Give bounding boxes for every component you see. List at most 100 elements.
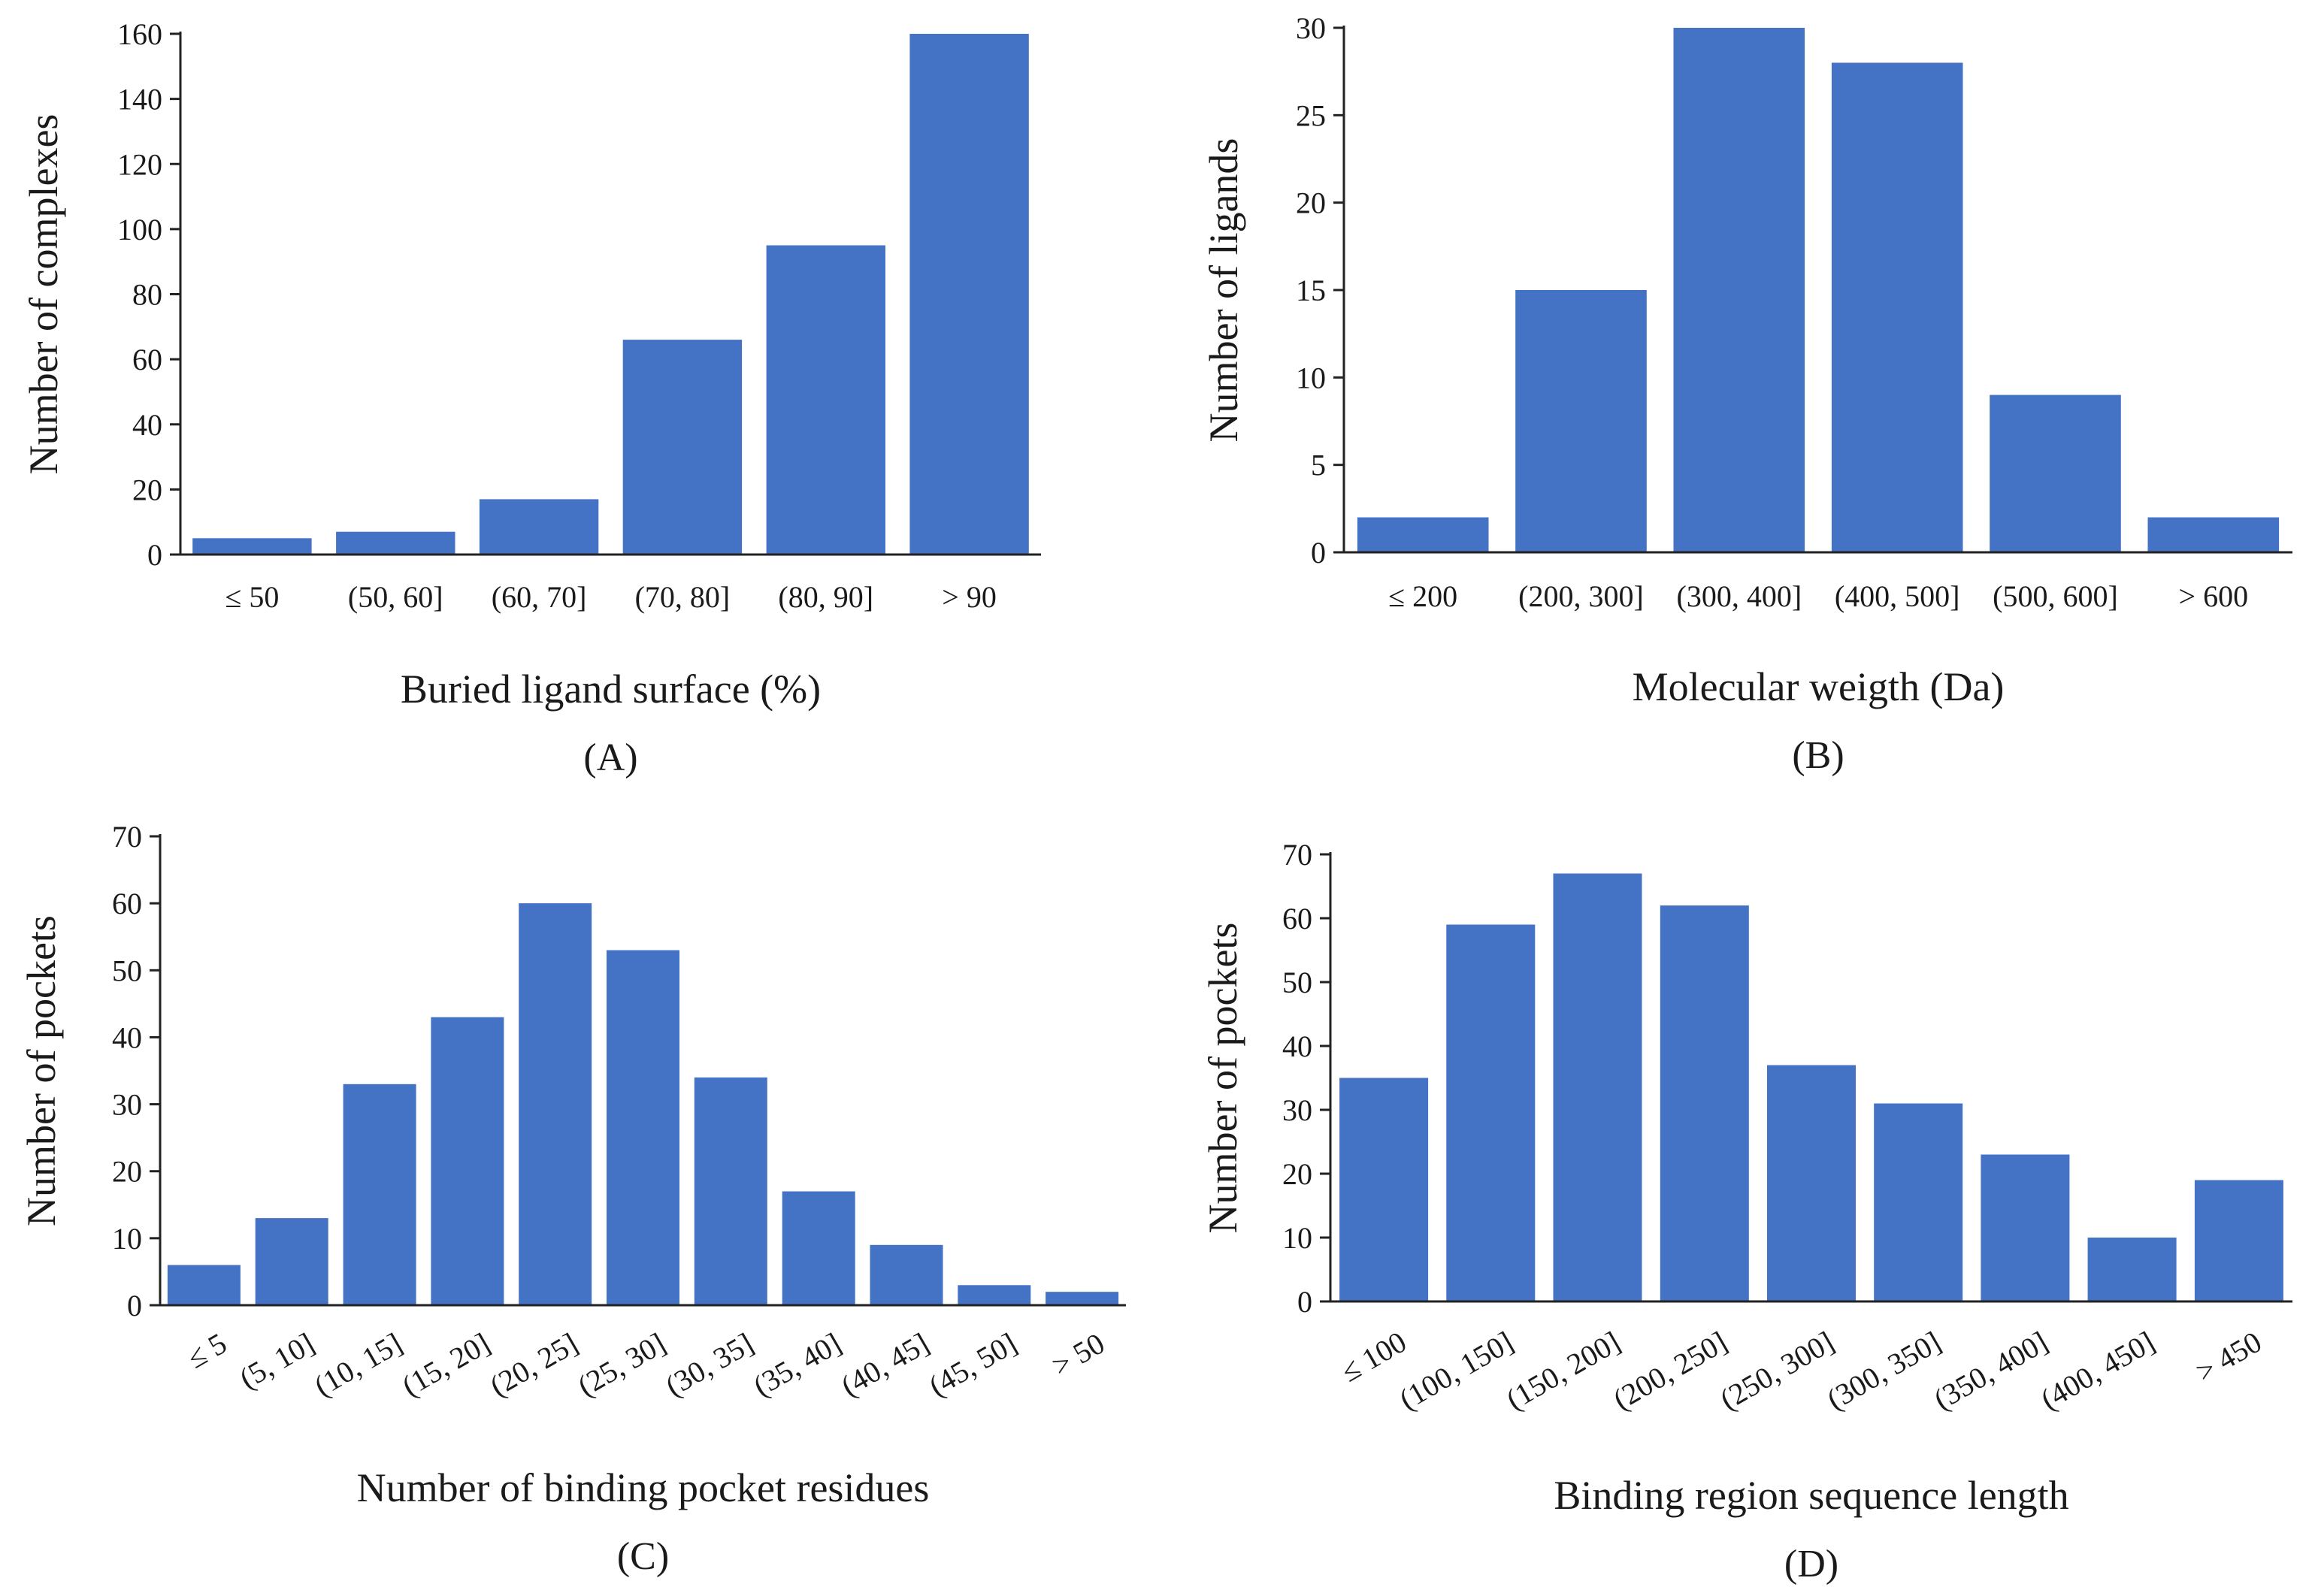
bar-7 [694, 1077, 767, 1305]
bar-6 [1874, 1103, 1963, 1301]
category-label: (300, 400] [1677, 579, 1802, 613]
panel-label: (D) [1784, 1543, 1838, 1585]
y-axis-title: Number of pockets [1200, 923, 1245, 1234]
bar-4 [1831, 62, 1963, 552]
category-label: (30, 35] [660, 1326, 759, 1403]
bar-3 [1553, 873, 1642, 1301]
y-tick-label: 40 [112, 1020, 142, 1054]
bar-3 [1673, 28, 1805, 552]
bar-2 [336, 531, 455, 555]
category-label: (40, 45] [835, 1326, 934, 1403]
category-label: (100, 150] [1394, 1325, 1519, 1416]
bar-5 [766, 245, 885, 555]
panel-label: (C) [617, 1535, 669, 1578]
bar-6 [2147, 517, 2280, 552]
category-label: (250, 300] [1714, 1325, 1840, 1416]
bar-11 [1046, 1292, 1119, 1305]
y-tick-label: 160 [117, 17, 162, 51]
category-label: ≤ 100 [1335, 1325, 1412, 1389]
y-tick-label: 30 [1296, 11, 1326, 45]
category-label: (20, 25] [484, 1326, 583, 1403]
y-tick-label: 50 [112, 954, 142, 987]
panel-label: (A) [583, 736, 637, 779]
y-tick-label: 10 [1282, 1221, 1312, 1255]
category-label: (5, 10] [234, 1326, 320, 1395]
x-axis-title: Buried ligand surface (%) [401, 667, 821, 712]
y-tick-label: 5 [1311, 449, 1326, 482]
y-tick-label: 10 [112, 1222, 142, 1256]
category-label: (15, 20] [396, 1326, 495, 1403]
category-label: (200, 250] [1607, 1325, 1732, 1416]
bar-6 [607, 950, 679, 1305]
bar-2 [1515, 290, 1647, 552]
y-tick-label: 60 [132, 343, 162, 376]
bar-5 [1767, 1065, 1856, 1301]
y-axis-title: Number of ligands [1201, 138, 1246, 443]
bar-5 [1990, 394, 2121, 552]
y-tick-label: 10 [1296, 361, 1326, 394]
bar-8 [2087, 1238, 2177, 1301]
y-tick-label: 50 [1282, 966, 1312, 999]
bar-9 [870, 1244, 943, 1305]
y-tick-label: 40 [132, 408, 162, 442]
bar-3 [343, 1084, 416, 1305]
category-label: (150, 200] [1500, 1325, 1626, 1416]
bar-5 [519, 903, 592, 1305]
category-label: (45, 50] [923, 1326, 1022, 1403]
x-axis-title: Number of binding pocket residues [357, 1465, 930, 1510]
y-tick-label: 60 [112, 887, 142, 920]
y-tick-label: 70 [1282, 838, 1312, 872]
y-axis-title: Number of complexes [21, 114, 66, 475]
category-label: (50, 60] [348, 580, 443, 614]
bar-9 [2194, 1180, 2283, 1301]
y-tick-label: 25 [1296, 98, 1326, 132]
category-label: (10, 15] [308, 1326, 407, 1403]
category-label: > 50 [1046, 1326, 1110, 1383]
category-label: (200, 300] [1518, 579, 1644, 613]
y-tick-label: 40 [1282, 1029, 1312, 1063]
y-tick-label: 140 [117, 83, 162, 116]
y-tick-label: 70 [112, 820, 142, 854]
bar-4 [431, 1017, 504, 1305]
bar-4 [622, 340, 743, 555]
bar-1 [1339, 1078, 1429, 1301]
category-label: > 450 [2190, 1325, 2268, 1389]
panel-c: 0 10 20 30 40 50 60 70 ≤ 5 (5, 10](10, 15](15, 20… [19, 820, 1126, 1578]
category-label: > 600 [2179, 579, 2249, 613]
bar-8 [782, 1191, 855, 1305]
bar-1 [192, 538, 312, 555]
bar-6 [909, 34, 1029, 555]
y-tick-label: 20 [1282, 1157, 1312, 1191]
bar-1 [167, 1265, 241, 1305]
panel-label: (B) [1792, 734, 1844, 777]
y-tick-label: 0 [127, 1289, 142, 1322]
y-tick-label: 0 [1297, 1285, 1312, 1319]
y-tick-label: 60 [1282, 902, 1312, 936]
category-label: (80, 90] [778, 580, 873, 614]
bar-10 [958, 1285, 1031, 1305]
x-axis-title: Molecular weigth (Da) [1633, 664, 2005, 709]
bar-2 [255, 1218, 328, 1305]
y-tick-label: 100 [117, 213, 162, 246]
category-label: (350, 400] [1928, 1325, 2053, 1416]
panel-d: 0 10 20 30 40 50 60 70 ≤ 100(100, 150](150, 200]… [1200, 838, 2292, 1585]
bar-4 [1660, 905, 1749, 1301]
category-label: (60, 70] [492, 580, 587, 614]
category-label: (25, 30] [572, 1326, 671, 1403]
y-axis-title: Number of pockets [19, 915, 64, 1226]
y-tick-label: 30 [1282, 1093, 1312, 1127]
y-tick-label: 15 [1296, 274, 1326, 307]
category-label: > 90 [942, 580, 997, 614]
category-label: ≤ 200 [1388, 579, 1457, 613]
category-label: ≤ 50 [225, 580, 279, 614]
category-label: (400, 500] [1835, 579, 1960, 613]
bar-3 [479, 499, 599, 555]
y-tick-label: 120 [117, 147, 162, 181]
category-label: ≤ 5 [181, 1326, 232, 1375]
category-label: (70, 80] [635, 580, 731, 614]
bar-7 [1981, 1154, 2070, 1301]
y-tick-label: 20 [132, 473, 162, 506]
category-label: (35, 40] [747, 1326, 846, 1403]
y-tick-label: 0 [1311, 536, 1326, 570]
